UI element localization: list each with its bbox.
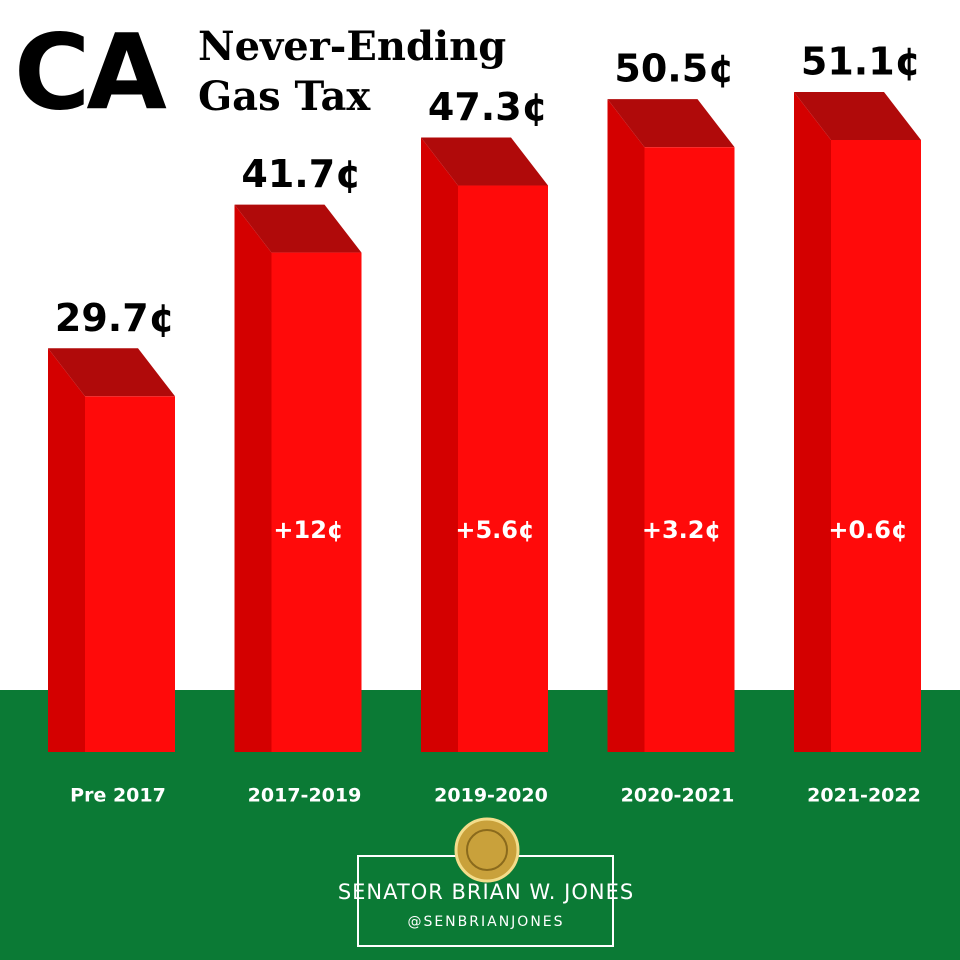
- bars: 29.7¢ Pre 2017 41.7¢ 2017-2019 +12¢ 47.3¢ 2019…: [48, 40, 921, 807]
- change-label: +12¢: [273, 516, 343, 544]
- x-tick-label: 2019-2020: [434, 785, 548, 807]
- footer-handle: @SENBRIANJONES: [407, 914, 564, 930]
- change-label: +0.6¢: [828, 516, 907, 544]
- seal-ring: [466, 829, 508, 871]
- bar-top: [794, 92, 921, 140]
- bar-side: [234, 204, 272, 753]
- bar-side: [421, 137, 458, 753]
- title-line: Never-Ending: [198, 23, 506, 70]
- footer-name: SENATOR BRIAN W. JONES: [338, 880, 634, 904]
- x-tick-label: 2020-2021: [621, 785, 735, 807]
- change-label: +5.6¢: [455, 516, 534, 544]
- change-label: +3.2¢: [642, 516, 721, 544]
- bar-top: [48, 348, 175, 397]
- bar-side: [607, 99, 645, 752]
- x-tick-label: 2017-2019: [248, 785, 362, 807]
- title-line: Gas Tax: [198, 73, 371, 120]
- bar: [85, 396, 175, 752]
- bar: [831, 140, 921, 752]
- bar-top: [234, 204, 362, 253]
- bar: [644, 147, 735, 752]
- title-main: CA: [14, 11, 166, 133]
- bar: [271, 252, 362, 752]
- bar-top: [421, 137, 548, 186]
- value-label: 50.5¢: [614, 47, 734, 91]
- value-label: 41.7¢: [241, 152, 361, 196]
- value-label: 47.3¢: [428, 85, 548, 129]
- bar-top: [607, 99, 735, 148]
- bar-side: [48, 348, 85, 752]
- value-label: 29.7¢: [55, 296, 175, 340]
- bar: [458, 185, 548, 753]
- bar-side: [794, 92, 831, 752]
- x-tick-label: 2021-2022: [807, 785, 921, 807]
- value-label: 51.1¢: [801, 40, 921, 84]
- seal: [454, 817, 520, 883]
- x-tick-label: Pre 2017: [70, 785, 166, 807]
